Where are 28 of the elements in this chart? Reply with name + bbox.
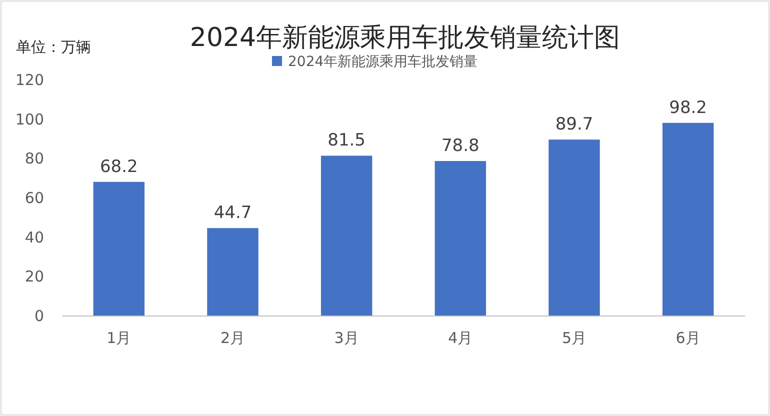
legend-label: 2024年新能源乘用车批发销量 <box>288 54 478 70</box>
data-label: 68.2 <box>100 156 138 177</box>
bar <box>548 140 600 316</box>
data-label: 98.2 <box>669 98 708 118</box>
y-tick-label: 60 <box>24 189 44 207</box>
x-tick-label: 6月 <box>676 329 700 347</box>
text: 单位：万辆 <box>16 38 91 56</box>
bar <box>320 156 372 316</box>
x-tick-label: 4月 <box>448 329 473 347</box>
data-label: 81.5 <box>328 130 366 151</box>
data-label: 44.7 <box>214 203 252 224</box>
bar <box>434 161 486 316</box>
x-tick-label: 3月 <box>334 329 359 347</box>
x-tick-label: 5月 <box>562 329 587 347</box>
bar <box>93 182 145 316</box>
y-tick-label: 40 <box>24 228 44 246</box>
chart-title: 2024年新能源乘用车批发销量统计图 <box>190 23 620 53</box>
x-tick-label: 2月 <box>220 329 246 347</box>
bar <box>662 122 714 316</box>
y-tick-label: 80 <box>24 150 44 168</box>
y-tick-label: 20 <box>24 268 44 286</box>
y-tick-label: 0 <box>34 307 44 325</box>
y-tick-label: 120 <box>15 71 44 89</box>
x-tick-label: 1月 <box>106 329 132 347</box>
data-label: 89.7 <box>555 114 594 135</box>
y-tick-label: 100 <box>15 110 44 128</box>
data-label: 78.8 <box>441 136 480 156</box>
bar <box>207 228 258 316</box>
